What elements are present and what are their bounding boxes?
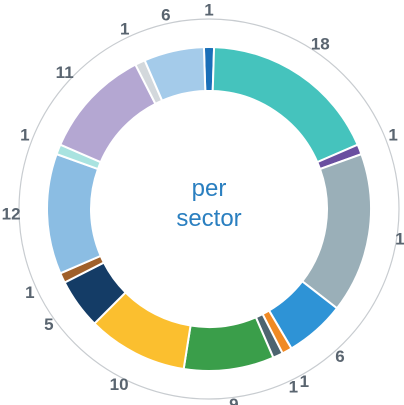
donut-segment (46, 152, 103, 275)
outer-ring (18, 18, 400, 400)
donut-segment (59, 63, 157, 164)
chart-title: per sector (176, 175, 242, 232)
data-label: 11 (56, 63, 74, 82)
data-label: 1 (20, 126, 29, 145)
data-label: 5 (44, 315, 53, 334)
donut-segment (143, 46, 207, 103)
data-label: 9 (229, 395, 238, 405)
data-label: 10 (110, 375, 129, 394)
data-label: 6 (335, 347, 344, 366)
data-label: 16 (395, 229, 404, 248)
data-label: 1 (120, 19, 129, 38)
data-label: 1 (300, 372, 309, 391)
donut-segment (182, 315, 275, 372)
data-label: 1 (25, 283, 34, 302)
data-label: 1 (289, 378, 298, 397)
donut-segment (211, 46, 359, 164)
data-label: 1 (388, 126, 397, 145)
data-label: 12 (2, 205, 21, 224)
data-label: 18 (311, 35, 330, 54)
data-label: 6 (161, 5, 170, 24)
donut-segment (300, 152, 372, 310)
data-label: 1 (204, 0, 213, 19)
